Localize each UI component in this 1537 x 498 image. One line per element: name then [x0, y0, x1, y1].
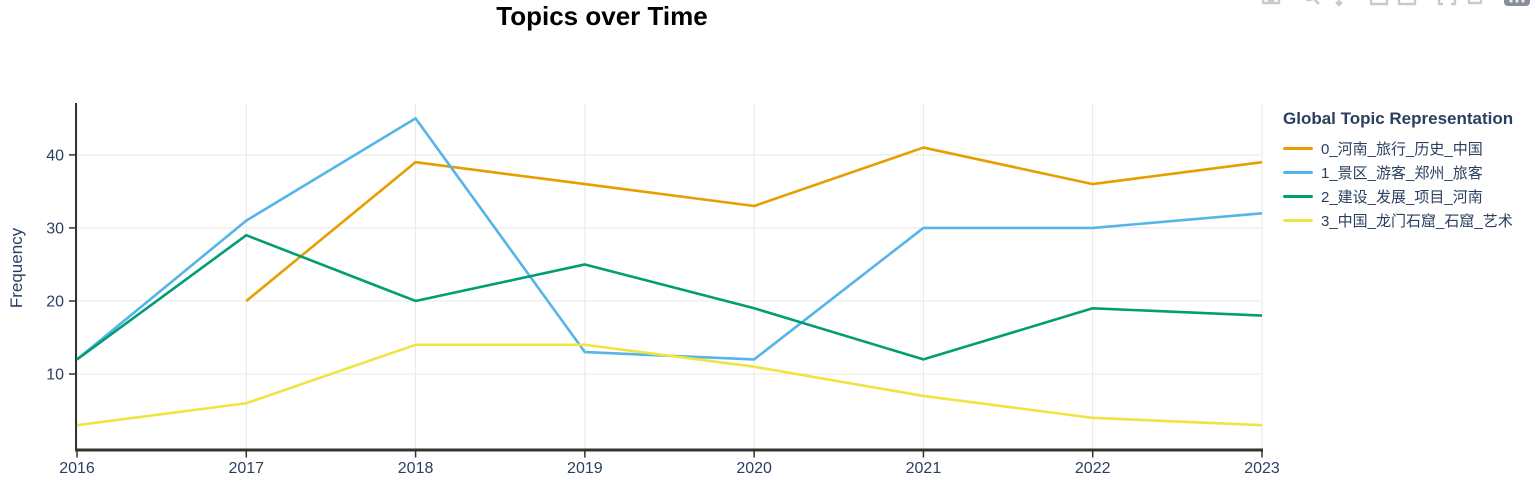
- modebar-group: [1295, 0, 1351, 8]
- zoom-in-icon[interactable]: [1367, 0, 1391, 8]
- x-tick-label: 2020: [736, 460, 772, 477]
- y-axis-title: Frequency: [7, 227, 26, 309]
- legend-item-topic-3[interactable]: 3_中国_龙门石窟_石窟_艺术: [1283, 208, 1513, 232]
- x-tick-label: 2016: [59, 460, 95, 477]
- series-line-0[interactable]: [245, 146, 1263, 302]
- reset-axes-icon[interactable]: [1463, 0, 1487, 8]
- legend-item-label: 3_中国_龙门石窟_石窟_艺术: [1321, 212, 1513, 230]
- zoom-out-icon[interactable]: [1395, 0, 1419, 8]
- x-tick-label: 2017: [228, 460, 264, 477]
- legend-item-label: 0_河南_旅行_历史_中国: [1321, 140, 1483, 158]
- legend-item-topic-2[interactable]: 2_建设_发展_项目_河南: [1283, 184, 1513, 208]
- legend-line-swatch: [1283, 146, 1313, 150]
- x-tick-label: 2019: [567, 460, 603, 477]
- plotly-logo-icon[interactable]: [1503, 0, 1530, 8]
- y-tick-label: 30: [46, 220, 64, 237]
- series-line-2[interactable]: [76, 233, 1263, 361]
- legend-line-swatch: [1283, 170, 1313, 174]
- series-line-3[interactable]: [76, 343, 1263, 427]
- chart-title: Topics over Time: [496, 1, 708, 31]
- y-tick-label: 20: [46, 293, 64, 310]
- modebar-group: [1431, 0, 1487, 8]
- legend-item-label: 1_景区_游客_郑州_旅客: [1321, 164, 1483, 182]
- pan-icon[interactable]: [1327, 0, 1351, 8]
- legend-line-swatch: [1283, 218, 1313, 222]
- legend-items: 0_河南_旅行_历史_中国 1_景区_游客_郑州_旅客 2_建设_发展_项目_河…: [1283, 136, 1513, 232]
- camera-icon[interactable]: [1259, 0, 1283, 8]
- x-tick-label: 2021: [906, 460, 942, 477]
- legend-line-swatch: [1283, 194, 1313, 198]
- x-tick-label: 2022: [1075, 460, 1111, 477]
- legend-item-label: 2_建设_发展_项目_河南: [1321, 188, 1483, 206]
- legend-item-topic-1[interactable]: 1_景区_游客_郑州_旅客: [1283, 160, 1513, 184]
- x-tick-label: 2018: [398, 460, 434, 477]
- legend-item-topic-0[interactable]: 0_河南_旅行_历史_中国: [1283, 136, 1513, 160]
- zoom-icon[interactable]: [1299, 0, 1323, 8]
- x-tick-label: 2023: [1244, 460, 1280, 477]
- y-tick-label: 10: [46, 367, 64, 384]
- legend-title: Global Topic Representation: [1283, 109, 1514, 128]
- modebar-group: [1363, 0, 1419, 8]
- modebar-group: [1499, 0, 1530, 8]
- y-tick-label: 40: [46, 147, 64, 164]
- modebar: [1243, 0, 1530, 8]
- modebar-group: [1255, 0, 1283, 8]
- legend: Global Topic Representation 0_河南_旅行_历史_中…: [1283, 109, 1513, 232]
